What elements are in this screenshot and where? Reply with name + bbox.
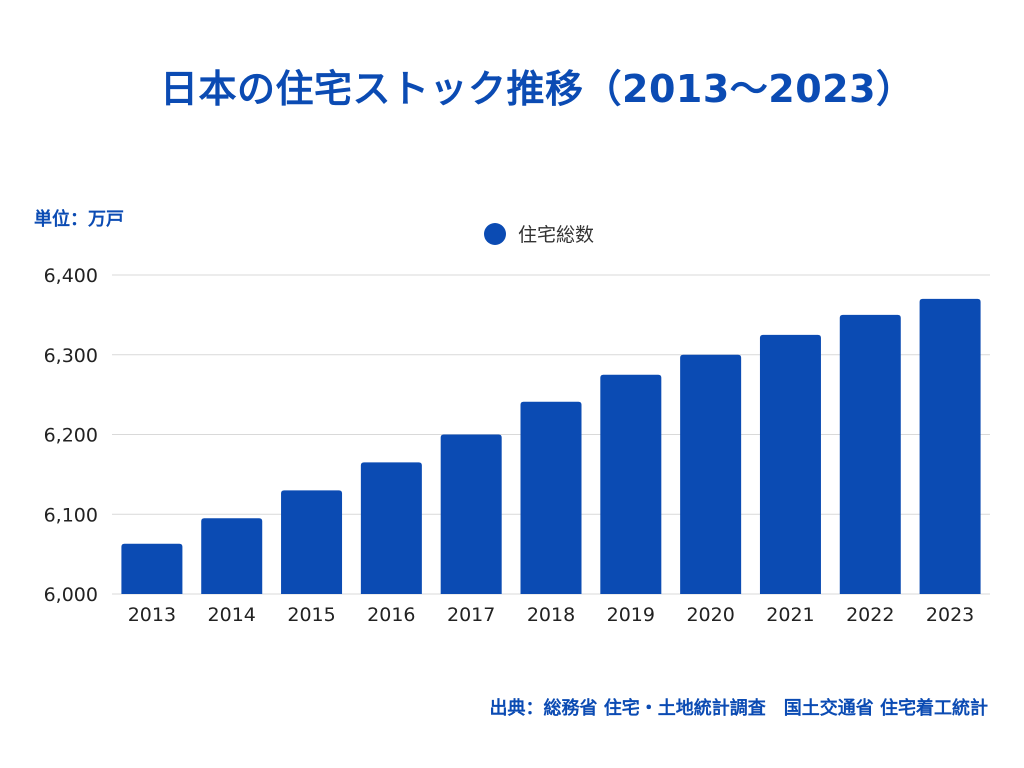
source-note: 出典：総務省 住宅・土地統計調査 国土交通省 住宅着工統計 (489, 698, 988, 719)
x-tick-label: 2019 (607, 604, 655, 626)
y-axis-ticks: 6,000 6,100 6,200 6,300 6,400 (44, 265, 98, 606)
bar-2020 (680, 354, 742, 594)
bar-layer (121, 298, 981, 594)
x-tick-label: 2018 (527, 604, 575, 626)
y-tick-label: 6,300 (44, 345, 98, 367)
legend-swatch (484, 222, 506, 245)
bar-2015 (281, 490, 343, 594)
legend: 住宅総数 (484, 220, 594, 247)
bar-2016 (360, 462, 422, 594)
x-tick-label: 2023 (926, 604, 974, 626)
x-axis-ticks: 2013 2014 2015 2016 2017 2018 2019 2020 2021 2022… (128, 604, 975, 626)
x-tick-label: 2016 (367, 604, 415, 626)
bar-2018 (520, 401, 582, 594)
x-tick-label: 2021 (766, 604, 814, 626)
x-tick-label: 2017 (447, 604, 495, 626)
unit-label: 単位：万戸 (34, 209, 124, 230)
y-tick-label: 6,100 (44, 504, 98, 526)
bar-2023 (919, 298, 981, 594)
x-tick-label: 2015 (287, 604, 335, 626)
x-tick-label: 2013 (128, 604, 176, 626)
bar-2017 (440, 434, 502, 594)
bar-2022 (839, 314, 901, 594)
x-tick-label: 2020 (686, 604, 734, 626)
legend-label: 住宅総数 (518, 224, 595, 246)
y-tick-label: 6,400 (44, 265, 98, 287)
bar-2013 (121, 543, 183, 594)
x-tick-label: 2022 (846, 604, 894, 626)
y-tick-label: 6,000 (44, 584, 98, 606)
x-tick-label: 2014 (208, 604, 256, 626)
bar-2021 (759, 334, 821, 594)
y-tick-label: 6,200 (44, 425, 98, 447)
bar-2019 (600, 374, 662, 594)
chart-title: 日本の住宅ストック推移（2013〜2023） (160, 67, 915, 111)
bar-2014 (201, 518, 263, 594)
